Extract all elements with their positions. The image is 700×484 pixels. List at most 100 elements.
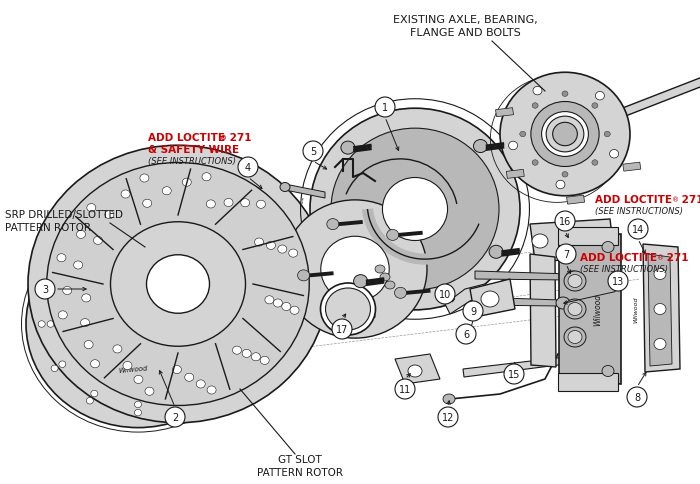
Text: & SAFETY WIRE: & SAFETY WIRE xyxy=(148,145,239,155)
Ellipse shape xyxy=(145,387,154,395)
Ellipse shape xyxy=(267,242,276,250)
Text: 16: 16 xyxy=(559,216,571,227)
Ellipse shape xyxy=(121,191,130,198)
Ellipse shape xyxy=(592,104,598,109)
Ellipse shape xyxy=(256,201,265,209)
Ellipse shape xyxy=(556,181,565,189)
Ellipse shape xyxy=(341,142,355,155)
Ellipse shape xyxy=(564,300,586,319)
Ellipse shape xyxy=(191,336,201,346)
Text: (SEE INSTRUCTIONS): (SEE INSTRUCTIONS) xyxy=(595,207,683,216)
Ellipse shape xyxy=(97,275,107,284)
Ellipse shape xyxy=(380,273,390,281)
Ellipse shape xyxy=(604,132,610,137)
Ellipse shape xyxy=(47,321,54,328)
Text: 271: 271 xyxy=(678,195,700,205)
Ellipse shape xyxy=(278,245,287,254)
Ellipse shape xyxy=(162,187,172,196)
Ellipse shape xyxy=(408,365,422,377)
Ellipse shape xyxy=(242,349,251,358)
Bar xyxy=(558,227,618,245)
Ellipse shape xyxy=(94,237,102,245)
Ellipse shape xyxy=(172,366,181,374)
Text: 9: 9 xyxy=(470,306,476,317)
Polygon shape xyxy=(530,220,615,261)
Circle shape xyxy=(438,407,458,427)
Ellipse shape xyxy=(26,221,250,428)
Ellipse shape xyxy=(98,287,178,362)
Bar xyxy=(558,373,618,391)
Ellipse shape xyxy=(183,398,190,404)
Ellipse shape xyxy=(183,244,190,251)
Ellipse shape xyxy=(91,391,98,397)
Ellipse shape xyxy=(82,294,91,302)
Ellipse shape xyxy=(202,173,211,182)
Ellipse shape xyxy=(76,338,86,347)
Ellipse shape xyxy=(231,321,238,328)
Text: 15: 15 xyxy=(508,369,520,379)
Ellipse shape xyxy=(568,331,582,344)
Ellipse shape xyxy=(542,112,589,157)
Text: 3: 3 xyxy=(42,285,48,294)
Ellipse shape xyxy=(283,200,427,338)
Text: 14: 14 xyxy=(632,225,644,235)
Ellipse shape xyxy=(654,339,666,350)
Ellipse shape xyxy=(610,150,619,159)
Ellipse shape xyxy=(113,345,122,353)
Ellipse shape xyxy=(59,281,66,287)
Ellipse shape xyxy=(519,98,601,175)
Ellipse shape xyxy=(222,321,229,328)
Polygon shape xyxy=(395,354,440,384)
Polygon shape xyxy=(470,279,515,318)
Ellipse shape xyxy=(562,172,568,178)
Ellipse shape xyxy=(123,362,132,370)
Text: FLANGE AND BOLTS: FLANGE AND BOLTS xyxy=(410,28,520,38)
Circle shape xyxy=(332,319,352,339)
Text: SRP DRILLED/SLOTTED: SRP DRILLED/SLOTTED xyxy=(5,210,123,220)
Ellipse shape xyxy=(90,360,99,368)
Text: 11: 11 xyxy=(399,384,411,394)
Ellipse shape xyxy=(385,281,395,289)
Polygon shape xyxy=(530,255,556,367)
Ellipse shape xyxy=(206,200,216,209)
Text: EXISTING AXLE, BEARING,: EXISTING AXLE, BEARING, xyxy=(393,15,538,25)
Ellipse shape xyxy=(500,73,630,197)
Ellipse shape xyxy=(178,252,186,258)
Circle shape xyxy=(608,272,628,291)
Polygon shape xyxy=(623,163,640,172)
Text: 17: 17 xyxy=(336,324,348,334)
Ellipse shape xyxy=(533,87,542,96)
Ellipse shape xyxy=(592,160,598,166)
Ellipse shape xyxy=(340,313,351,324)
Text: 271: 271 xyxy=(663,253,689,262)
Ellipse shape xyxy=(117,305,160,344)
Polygon shape xyxy=(648,255,672,366)
Ellipse shape xyxy=(146,255,209,314)
Ellipse shape xyxy=(321,284,375,335)
Ellipse shape xyxy=(84,341,93,349)
Ellipse shape xyxy=(654,269,666,280)
Ellipse shape xyxy=(556,297,570,309)
Ellipse shape xyxy=(382,178,447,241)
Text: PATTERN ROTOR: PATTERN ROTOR xyxy=(257,467,343,477)
Ellipse shape xyxy=(51,277,58,283)
Ellipse shape xyxy=(47,163,309,406)
Text: 1: 1 xyxy=(382,103,388,113)
Ellipse shape xyxy=(185,374,194,381)
Ellipse shape xyxy=(280,183,290,192)
Polygon shape xyxy=(506,170,524,179)
Text: 7: 7 xyxy=(563,249,569,259)
Ellipse shape xyxy=(310,109,520,310)
Ellipse shape xyxy=(568,303,582,316)
Ellipse shape xyxy=(210,281,217,287)
Ellipse shape xyxy=(58,311,67,319)
Ellipse shape xyxy=(654,304,666,315)
Polygon shape xyxy=(285,184,325,198)
Ellipse shape xyxy=(134,401,141,408)
Circle shape xyxy=(395,379,415,399)
Circle shape xyxy=(628,220,648,240)
Polygon shape xyxy=(566,196,584,205)
Ellipse shape xyxy=(473,140,487,153)
Text: 10: 10 xyxy=(439,289,451,300)
Polygon shape xyxy=(496,108,514,118)
